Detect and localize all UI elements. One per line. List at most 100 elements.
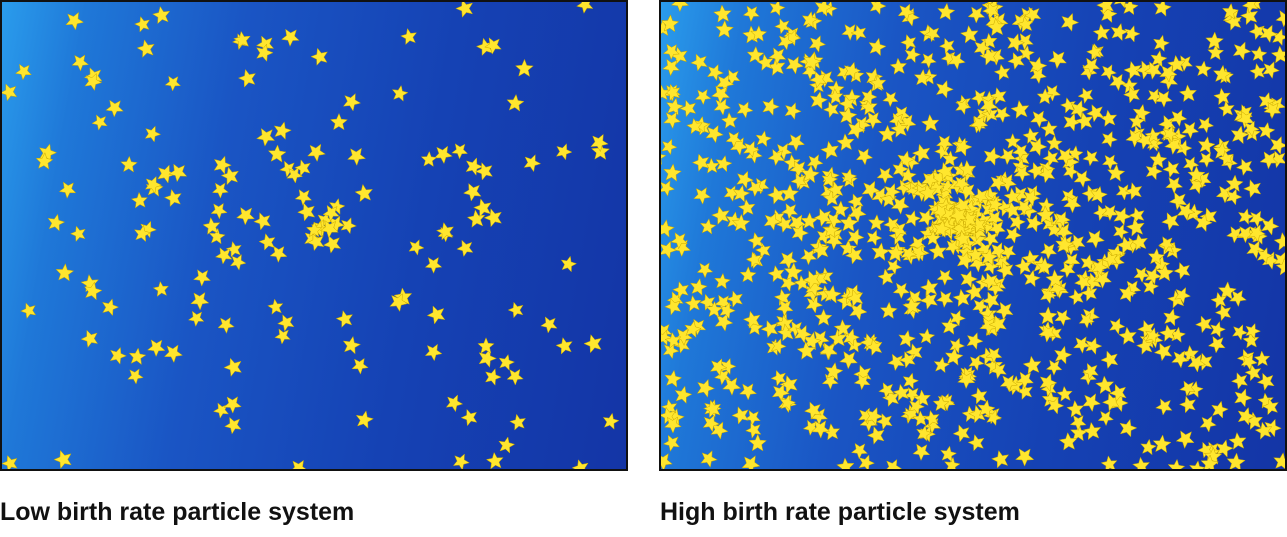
star-icon: [1004, 132, 1022, 149]
star-icon: [941, 150, 959, 167]
star-icon: [723, 69, 741, 86]
star-icon: [944, 456, 961, 469]
star-icon: [1040, 286, 1058, 305]
star-icon: [1228, 431, 1247, 450]
star-icon: [1198, 151, 1215, 169]
star-icon: [1073, 273, 1092, 292]
star-icon: [838, 95, 856, 113]
star-icon: [1085, 337, 1103, 355]
star-icon: [888, 112, 906, 129]
star-icon: [523, 154, 542, 173]
star-icon: [814, 308, 833, 326]
star-icon: [865, 406, 884, 426]
star-icon: [1248, 210, 1266, 228]
star-icon: [1072, 336, 1091, 354]
star-icon: [779, 374, 798, 395]
star-icon: [833, 318, 852, 337]
star-icon: [1275, 257, 1285, 276]
star-icon: [1059, 261, 1076, 279]
star-icon: [769, 2, 786, 17]
star-icon: [1058, 432, 1078, 451]
star-icon: [1010, 99, 1030, 119]
star-icon: [1059, 97, 1076, 114]
star-icon: [1214, 303, 1232, 322]
star-icon: [1209, 321, 1227, 338]
star-icon: [803, 401, 822, 420]
star-icon: [1187, 354, 1207, 373]
star-icon: [1145, 327, 1162, 344]
star-icon: [1045, 269, 1065, 288]
star-icon: [235, 206, 256, 226]
star-icon: [1037, 165, 1056, 184]
star-icon: [953, 175, 971, 193]
star-icon: [886, 458, 903, 469]
star-icon: [713, 98, 732, 116]
star-icon: [1004, 226, 1023, 244]
star-icon: [1101, 392, 1120, 412]
star-icon: [983, 146, 1002, 167]
star-icon: [1167, 458, 1186, 469]
star-icon: [1047, 396, 1065, 415]
star-icon: [1082, 149, 1100, 167]
star-icon: [781, 203, 799, 220]
star-icon: [1225, 174, 1244, 193]
star-icon: [273, 121, 292, 140]
star-icon: [731, 213, 751, 232]
star-icon: [1100, 455, 1118, 469]
star-icon: [801, 10, 819, 29]
star-icon: [908, 236, 927, 253]
star-icon: [670, 232, 689, 250]
star-icon: [280, 28, 300, 47]
star-icon: [269, 245, 288, 263]
star-icon: [980, 272, 999, 291]
star-icon: [935, 290, 954, 309]
star-icon: [1158, 114, 1176, 134]
low-birth-rate-caption: Low birth rate particle system: [0, 498, 355, 526]
star-icon: [858, 454, 876, 469]
star-icon: [1231, 324, 1249, 341]
star-icon: [1175, 55, 1193, 72]
star-icon: [83, 281, 103, 301]
star-icon: [715, 74, 735, 93]
star-icon: [955, 98, 972, 116]
star-icon: [920, 113, 940, 133]
star-icon: [889, 57, 908, 75]
star-icon: [892, 282, 911, 300]
star-icon: [661, 14, 680, 33]
star-icon: [821, 171, 839, 189]
star-icon: [661, 219, 675, 238]
star-icon: [14, 63, 33, 81]
star-icon: [1009, 213, 1026, 231]
star-icon: [1136, 337, 1154, 355]
star-icon: [900, 245, 918, 263]
star-icon: [1226, 452, 1246, 469]
star-icon: [1215, 439, 1234, 458]
star-icon: [1086, 104, 1105, 123]
star-icon: [435, 221, 455, 241]
star-icon: [853, 373, 871, 391]
star-icon: [714, 272, 731, 290]
star-icon: [787, 214, 807, 233]
star-icon: [1155, 263, 1175, 282]
star-icon: [935, 79, 954, 99]
star-icon: [973, 39, 992, 58]
star-icon: [933, 356, 951, 374]
star-icon: [483, 208, 502, 228]
star-icon: [684, 294, 702, 312]
star-icon: [850, 442, 869, 460]
star-icon: [1085, 229, 1106, 249]
star-icon: [689, 277, 708, 296]
star-icon: [1173, 261, 1191, 280]
star-icon: [1022, 188, 1041, 207]
star-icon: [389, 293, 409, 313]
star-icon: [426, 305, 446, 325]
star-icon: [949, 309, 966, 327]
star-icon: [1066, 399, 1085, 418]
star-icon: [1082, 57, 1101, 76]
star-icon: [1063, 195, 1082, 214]
star-icon: [91, 114, 108, 131]
star-icon: [1159, 324, 1177, 342]
star-icon: [811, 241, 830, 260]
star-icon: [967, 433, 985, 452]
star-icon: [706, 63, 724, 82]
